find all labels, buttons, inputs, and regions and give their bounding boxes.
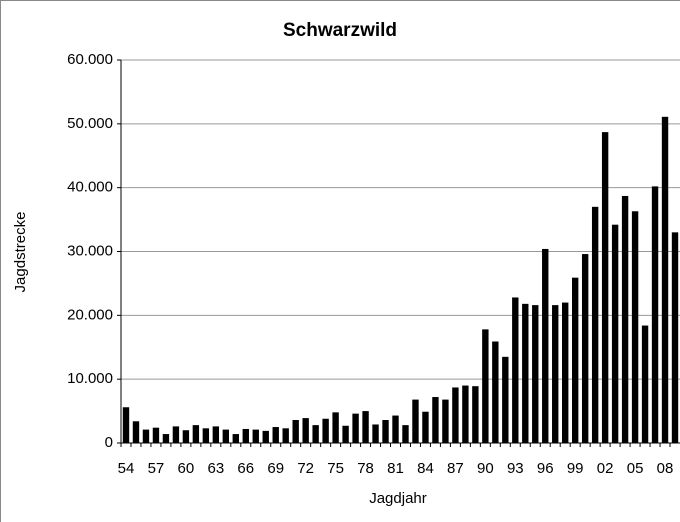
bar — [402, 425, 409, 443]
bar — [372, 424, 379, 443]
x-tick-label: 02 — [597, 460, 614, 477]
x-tick-label: 99 — [567, 460, 584, 477]
x-tick-label: 93 — [507, 460, 524, 477]
x-tick-label: 05 — [627, 460, 644, 477]
bar — [382, 420, 389, 443]
bar — [202, 428, 210, 443]
x-tick-label: 78 — [357, 460, 374, 477]
x-tick-label: 72 — [297, 460, 314, 477]
bar — [312, 425, 319, 443]
x-tick-label: 66 — [237, 460, 254, 477]
bar — [322, 418, 329, 443]
bar — [192, 425, 200, 443]
bar — [302, 418, 309, 443]
x-tick-label: 84 — [417, 460, 434, 477]
bar — [591, 206, 599, 443]
bar — [242, 428, 249, 443]
bar — [282, 428, 289, 443]
bar — [601, 132, 609, 444]
bar — [182, 430, 190, 443]
bar — [162, 434, 170, 443]
x-tick-label: 90 — [477, 460, 494, 477]
y-tick-label: 10.000 — [67, 370, 113, 387]
x-tick-label: 87 — [447, 460, 464, 477]
bar — [661, 116, 669, 443]
bar — [342, 425, 349, 443]
bar — [571, 277, 579, 443]
y-tick-label: 30.000 — [67, 242, 113, 259]
x-tick-label: 63 — [207, 460, 224, 477]
bar — [472, 386, 479, 443]
y-tick-label: 60.000 — [67, 51, 113, 68]
bar — [412, 399, 419, 443]
x-tick-label: 54 — [118, 460, 135, 477]
bar — [152, 427, 160, 443]
bar — [522, 303, 529, 443]
bar — [641, 325, 649, 443]
bar — [671, 232, 679, 443]
bar — [392, 415, 399, 443]
x-tick-label: 96 — [537, 460, 554, 477]
bar — [452, 387, 459, 443]
bar — [621, 195, 629, 443]
bar — [272, 427, 279, 443]
bar — [462, 385, 469, 443]
bar — [352, 413, 359, 443]
y-tick-label: 0 — [105, 434, 113, 451]
bar — [532, 305, 539, 443]
x-axis-label: Jagdjahr — [369, 490, 427, 507]
y-tick-label: 20.000 — [67, 306, 113, 323]
bar — [292, 420, 299, 443]
bar — [562, 302, 569, 443]
bar — [212, 426, 220, 443]
x-tick-label: 60 — [178, 460, 195, 477]
bar — [122, 407, 130, 443]
bar — [482, 329, 489, 443]
bar — [631, 211, 639, 443]
bar — [442, 399, 449, 443]
chart-title: Schwarzwild — [283, 20, 397, 41]
y-tick-label: 50.000 — [67, 115, 113, 132]
bar — [581, 254, 589, 443]
bar — [651, 186, 659, 443]
bar — [422, 411, 429, 443]
x-tick-label: 69 — [267, 460, 284, 477]
bar — [232, 434, 239, 443]
bar — [512, 297, 519, 443]
bar — [262, 430, 269, 443]
bar — [552, 305, 559, 443]
y-tick-label: 40.000 — [67, 179, 113, 196]
bar — [172, 426, 180, 443]
bar — [132, 421, 140, 443]
bar — [142, 429, 150, 443]
x-tick-label: 57 — [148, 460, 165, 477]
bar — [252, 429, 259, 443]
bar — [492, 341, 499, 443]
bar — [502, 356, 509, 443]
bar — [332, 412, 339, 443]
bar — [222, 429, 230, 443]
bar — [362, 411, 369, 443]
x-tick-label: 81 — [387, 460, 404, 477]
x-tick-label: 08 — [657, 460, 674, 477]
bar — [542, 248, 549, 443]
bar — [432, 397, 439, 443]
bar — [611, 224, 619, 443]
y-axis-label: Jagdstrecke — [12, 212, 29, 293]
x-tick-label: 75 — [327, 460, 344, 477]
